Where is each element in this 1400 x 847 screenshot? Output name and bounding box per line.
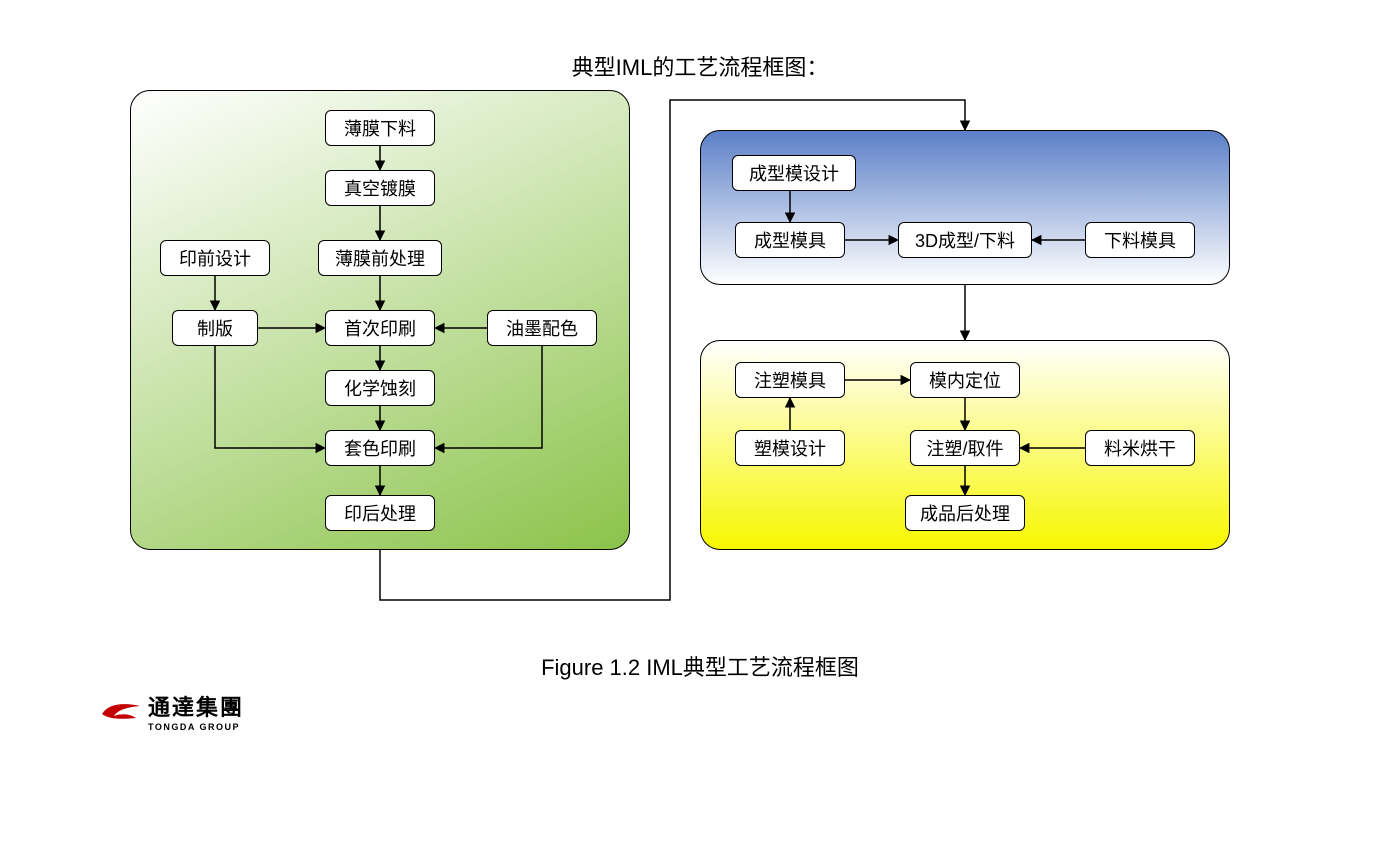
flow-node-n5: 化学蚀刻 [325, 370, 435, 406]
flow-node-n18: 注塑/取件 [910, 430, 1020, 466]
flow-node-n1: 薄膜下料 [325, 110, 435, 146]
flow-node-n8: 印前设计 [160, 240, 270, 276]
diagram-title: 典型IML的工艺流程框图： [0, 50, 1400, 82]
logo-swoosh-icon [100, 696, 142, 726]
flow-node-n3: 薄膜前处理 [318, 240, 442, 276]
flow-node-n2: 真空镀膜 [325, 170, 435, 206]
flow-node-n15: 注塑模具 [735, 362, 845, 398]
flow-node-n11: 成型模设计 [732, 155, 856, 191]
flow-node-n16: 塑模设计 [735, 430, 845, 466]
flow-node-n12: 成型模具 [735, 222, 845, 258]
flow-node-n14: 下料模具 [1085, 222, 1195, 258]
flow-node-n17: 模内定位 [910, 362, 1020, 398]
flow-node-n7: 印后处理 [325, 495, 435, 531]
flow-node-n9: 制版 [172, 310, 258, 346]
logo-text-sub: TONGDA GROUP [148, 722, 244, 732]
flow-node-n20: 料米烘干 [1085, 430, 1195, 466]
flow-node-n19: 成品后处理 [905, 495, 1025, 531]
brand-logo: 通達集團 TONGDA GROUP [100, 690, 244, 732]
flow-node-n6: 套色印刷 [325, 430, 435, 466]
logo-text-main: 通達集團 [148, 690, 244, 722]
flow-node-n4: 首次印刷 [325, 310, 435, 346]
figure-caption: Figure 1.2 IML典型工艺流程框图 [0, 650, 1400, 682]
flow-node-n10: 油墨配色 [487, 310, 597, 346]
flow-node-n13: 3D成型/下料 [898, 222, 1032, 258]
panel-forming [700, 130, 1230, 285]
